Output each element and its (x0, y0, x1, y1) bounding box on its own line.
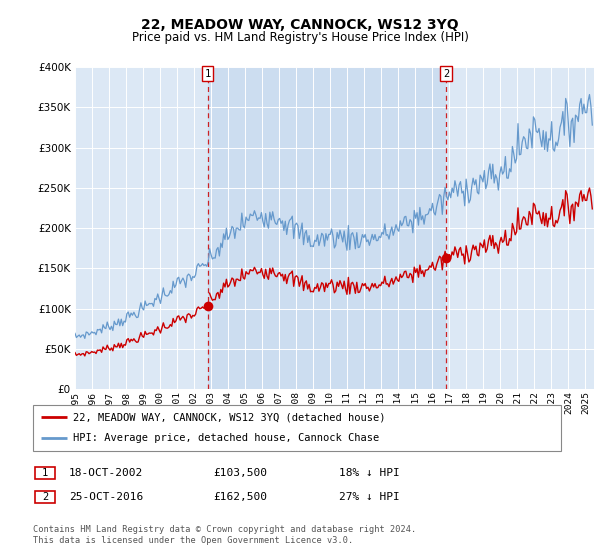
Text: 1: 1 (42, 468, 48, 478)
FancyBboxPatch shape (33, 405, 561, 451)
Text: HPI: Average price, detached house, Cannock Chase: HPI: Average price, detached house, Cann… (73, 433, 379, 444)
Bar (208, 67, 446, 389)
Text: 27% ↓ HPI: 27% ↓ HPI (339, 492, 400, 502)
Text: £103,500: £103,500 (213, 468, 267, 478)
Text: 1: 1 (205, 69, 211, 79)
Text: 25-OCT-2016: 25-OCT-2016 (69, 492, 143, 502)
Text: 2: 2 (42, 492, 48, 502)
Text: Price paid vs. HM Land Registry's House Price Index (HPI): Price paid vs. HM Land Registry's House … (131, 31, 469, 44)
FancyBboxPatch shape (35, 491, 55, 503)
Text: £162,500: £162,500 (213, 492, 267, 502)
Text: 22, MEADOW WAY, CANNOCK, WS12 3YQ (detached house): 22, MEADOW WAY, CANNOCK, WS12 3YQ (detac… (73, 412, 385, 422)
FancyBboxPatch shape (35, 466, 55, 479)
Text: 18% ↓ HPI: 18% ↓ HPI (339, 468, 400, 478)
Text: 2: 2 (443, 69, 449, 79)
Text: 18-OCT-2002: 18-OCT-2002 (69, 468, 143, 478)
Text: Contains HM Land Registry data © Crown copyright and database right 2024.
This d: Contains HM Land Registry data © Crown c… (33, 525, 416, 545)
Text: 22, MEADOW WAY, CANNOCK, WS12 3YQ: 22, MEADOW WAY, CANNOCK, WS12 3YQ (141, 18, 459, 32)
